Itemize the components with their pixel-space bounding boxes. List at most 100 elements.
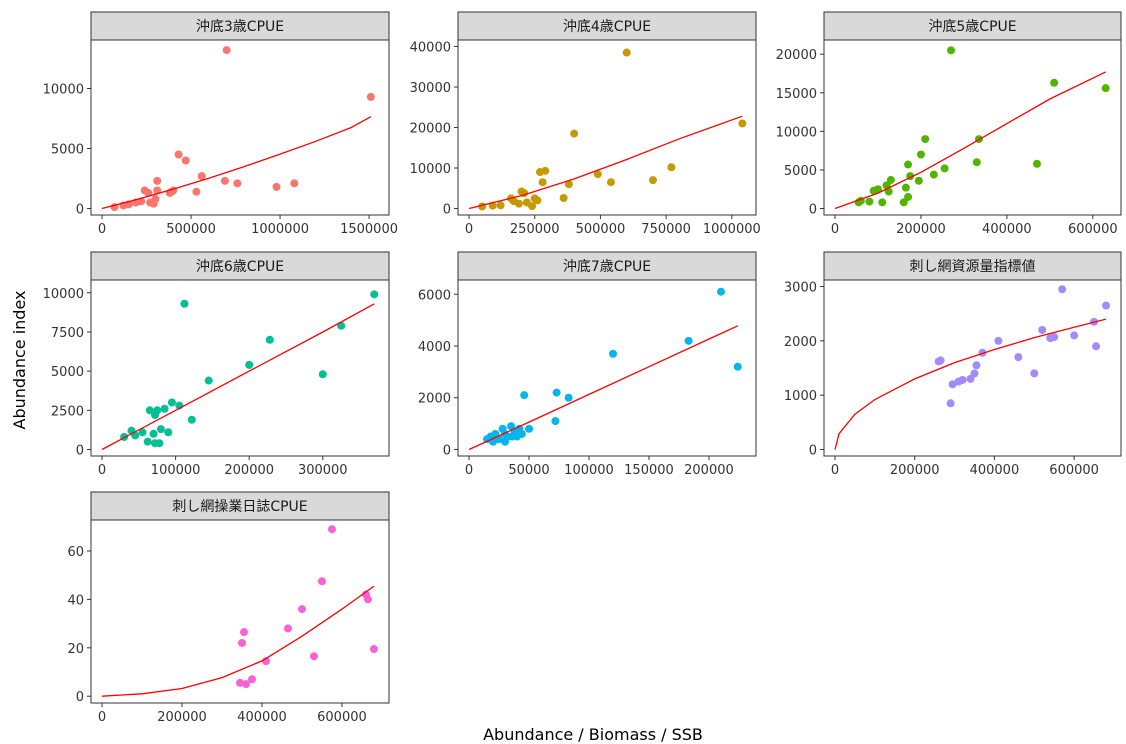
facet-strip bbox=[90, 491, 390, 521]
data-point bbox=[317, 577, 326, 586]
y-tick-label: 0 bbox=[76, 443, 84, 458]
facet-title: 沖底3歳CPUE bbox=[196, 19, 284, 35]
data-point bbox=[947, 46, 956, 55]
y-tick-label: 10000 bbox=[43, 82, 84, 97]
y-tick-label: 10000 bbox=[776, 125, 817, 140]
data-point bbox=[1038, 325, 1047, 334]
data-point bbox=[886, 175, 895, 184]
data-point bbox=[164, 428, 173, 437]
data-point bbox=[327, 525, 336, 534]
data-point bbox=[138, 428, 147, 437]
x-tick-label: 250000 bbox=[510, 222, 560, 237]
x-tick-label: 0 bbox=[98, 222, 106, 237]
data-point bbox=[899, 198, 908, 207]
y-tick-label: 15000 bbox=[776, 87, 817, 102]
x-tick-label: 0 bbox=[465, 222, 473, 237]
data-point bbox=[525, 424, 534, 433]
y-tick-label: 40000 bbox=[410, 40, 451, 55]
data-point bbox=[936, 356, 945, 365]
y-tick-label: 5000 bbox=[51, 365, 84, 380]
data-point bbox=[972, 158, 981, 167]
data-point bbox=[1014, 353, 1023, 362]
x-tick-label: 400000 bbox=[237, 710, 287, 725]
data-point bbox=[514, 199, 523, 208]
data-point bbox=[865, 197, 874, 206]
data-point bbox=[929, 170, 938, 179]
facet-panel: 沖底3歳CPUE 0 500000 1000000 1500000 0 5000 10000 bbox=[43, 11, 398, 237]
plot-area bbox=[823, 279, 1122, 457]
facet-panel: 刺し網操業日誌CPUE 0 200000 400000 600000 0 20 40 60 bbox=[67, 491, 390, 725]
data-point bbox=[318, 370, 327, 379]
facet-title: 沖底4歳CPUE bbox=[563, 19, 651, 35]
data-point bbox=[1092, 342, 1101, 351]
data-point bbox=[174, 150, 183, 159]
x-tick-label: 0 bbox=[98, 463, 106, 478]
y-tick-label: 60 bbox=[67, 545, 84, 560]
y-tick-label: 2000 bbox=[418, 392, 451, 407]
data-point bbox=[528, 202, 537, 211]
y-tick-label: 2500 bbox=[51, 404, 84, 419]
data-point bbox=[552, 388, 561, 397]
y-tick-label: 10000 bbox=[43, 287, 84, 302]
data-point bbox=[144, 188, 153, 197]
data-point bbox=[160, 404, 169, 413]
data-point bbox=[904, 160, 913, 169]
data-point bbox=[1030, 369, 1039, 378]
x-tick-label: 200000 bbox=[684, 463, 734, 478]
data-point bbox=[564, 393, 573, 402]
x-tick-label: 100000 bbox=[564, 463, 614, 478]
data-point bbox=[559, 193, 568, 202]
y-tick-label: 20 bbox=[67, 642, 84, 657]
y-tick-label: 0 bbox=[809, 443, 817, 458]
fit-line bbox=[834, 318, 1107, 450]
data-point bbox=[878, 198, 887, 207]
data-point bbox=[363, 595, 372, 604]
data-point bbox=[181, 156, 190, 165]
facet-strip bbox=[90, 251, 390, 281]
data-point bbox=[245, 360, 254, 369]
y-tick-label: 3000 bbox=[784, 281, 817, 296]
data-point bbox=[946, 399, 955, 408]
y-tick-label: 40 bbox=[67, 593, 84, 608]
data-point bbox=[1101, 84, 1110, 93]
data-point bbox=[370, 290, 379, 299]
data-point bbox=[570, 129, 579, 138]
data-point bbox=[204, 376, 213, 385]
data-point bbox=[972, 361, 981, 370]
x-tick-label: 0 bbox=[831, 463, 839, 478]
y-tick-label: 0 bbox=[443, 203, 451, 218]
data-point bbox=[916, 150, 925, 159]
data-point bbox=[272, 182, 281, 191]
data-point bbox=[538, 178, 547, 187]
plot-area bbox=[457, 39, 757, 216]
x-tick-label: 500000 bbox=[166, 222, 216, 237]
data-point bbox=[233, 179, 242, 188]
data-point bbox=[180, 299, 189, 308]
data-point bbox=[297, 605, 306, 614]
data-point bbox=[533, 196, 542, 205]
data-point bbox=[901, 183, 910, 192]
y-tick-label: 20000 bbox=[776, 48, 817, 63]
data-point bbox=[716, 287, 725, 296]
data-point bbox=[1050, 78, 1059, 87]
facet-panel: 沖底6歳CPUE 0 100000 200000 300000 0 2500 5000 7500… bbox=[43, 251, 390, 478]
x-tick-label: 500000 bbox=[576, 222, 626, 237]
data-point bbox=[520, 391, 529, 400]
data-point bbox=[564, 180, 573, 189]
data-point bbox=[1102, 301, 1111, 310]
x-tick-label: 50000 bbox=[508, 463, 549, 478]
x-tick-label: 200000 bbox=[896, 222, 946, 237]
x-tick-label: 600000 bbox=[1049, 463, 1099, 478]
y-tick-label: 5000 bbox=[51, 143, 84, 158]
data-point bbox=[606, 178, 615, 187]
data-point bbox=[733, 362, 742, 371]
y-tick-label: 0 bbox=[809, 203, 817, 218]
x-tick-label: 200000 bbox=[224, 463, 274, 478]
facet-title: 沖底6歳CPUE bbox=[196, 259, 284, 275]
data-point bbox=[236, 678, 244, 687]
fit-line bbox=[101, 116, 372, 210]
data-point bbox=[197, 172, 206, 181]
data-point bbox=[187, 415, 196, 424]
data-point bbox=[738, 119, 747, 128]
